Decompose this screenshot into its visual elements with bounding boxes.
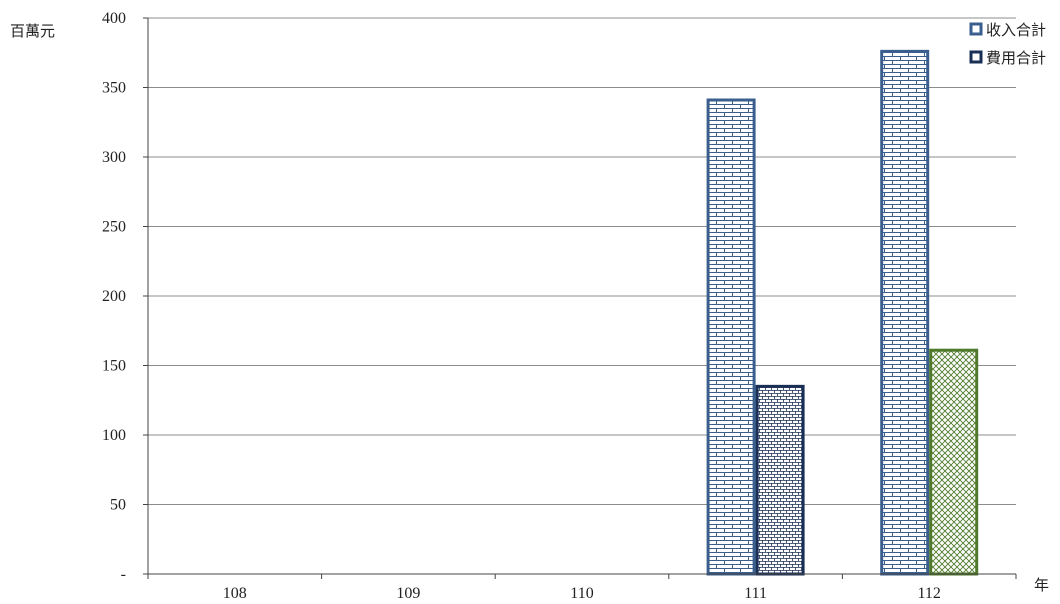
- bar-income-111: [706, 98, 756, 576]
- bar-expense-112: [929, 348, 979, 576]
- x-tick-label: 112: [917, 585, 940, 602]
- y-tick-label: -: [121, 566, 126, 583]
- y-tick-label: 100: [102, 427, 126, 444]
- y-tick-label: 300: [102, 149, 126, 166]
- x-tick-label: 110: [570, 585, 593, 602]
- legend-label: 收入合計: [986, 21, 1046, 39]
- x-tick-label: 109: [396, 585, 420, 602]
- x-tick-label: 108: [223, 585, 247, 602]
- y-tick-label: 400: [102, 10, 126, 27]
- axes: [143, 17, 1017, 579]
- bar-income-112: [880, 49, 930, 576]
- y-tick-label: 50: [110, 497, 126, 514]
- y-tick-label: 200: [102, 288, 126, 305]
- y-tick-label: 250: [102, 219, 126, 236]
- legend-label: 費用合計: [986, 49, 1046, 67]
- gridlines: [148, 17, 1016, 505]
- legend-swatch: [969, 50, 983, 64]
- x-tick-label: 111: [744, 585, 767, 602]
- bar-expense-111: [755, 384, 805, 576]
- y-tick-label: 350: [102, 80, 126, 97]
- legend-swatch: [969, 22, 983, 36]
- y-tick-label: 150: [102, 358, 126, 375]
- bars: [706, 49, 979, 576]
- y-axis-unit: 百萬元: [10, 22, 55, 40]
- tick-labels: - 50 100 150 200 250 300 350 400 108 109 110 111 112: [102, 10, 941, 602]
- x-axis-unit: 年: [1034, 576, 1049, 594]
